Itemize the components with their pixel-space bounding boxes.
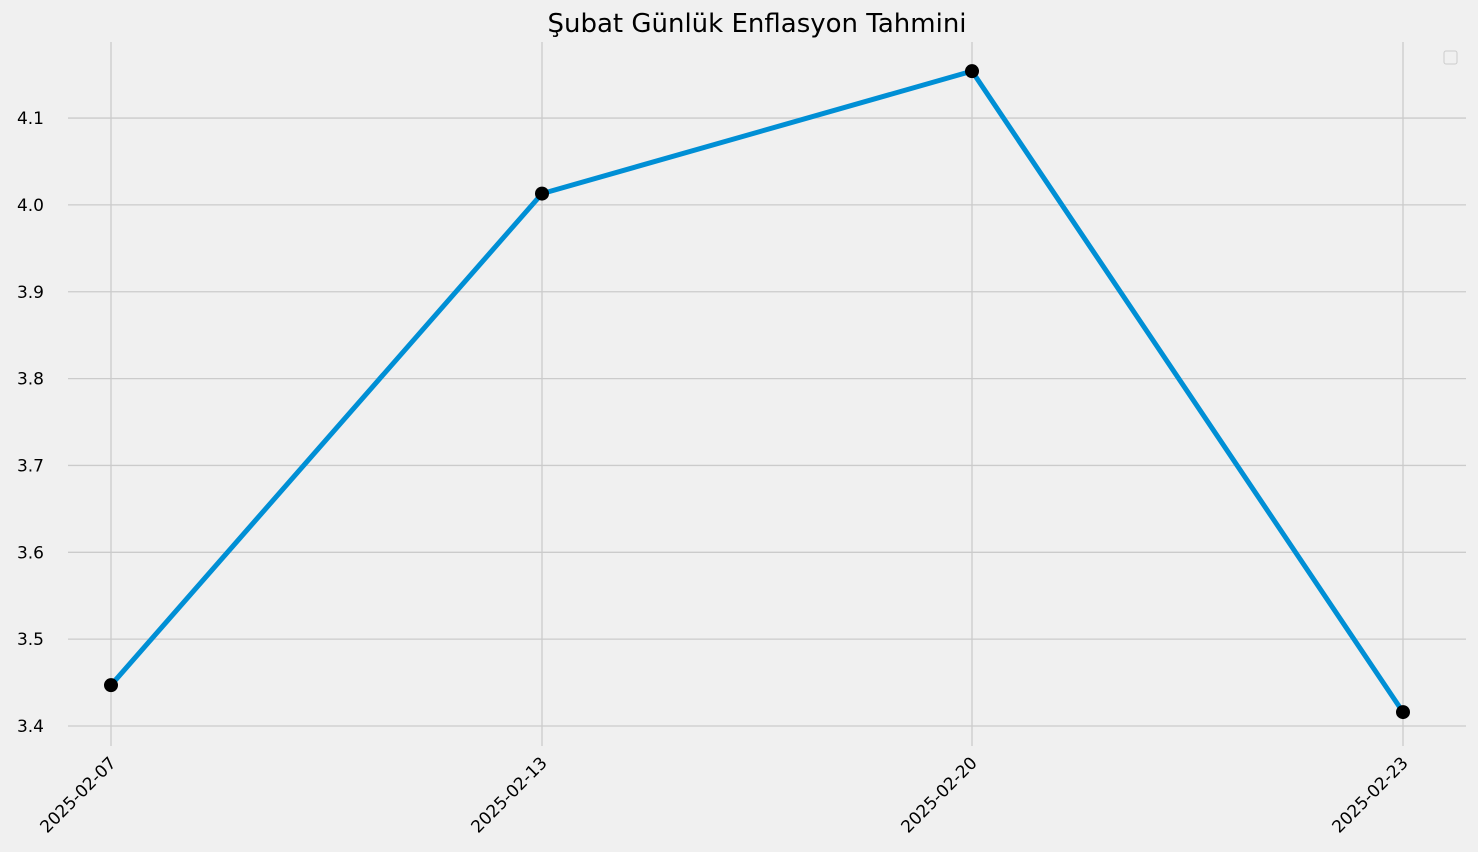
series-line [108,68,1406,715]
y-tick-label: 4.0 [17,196,44,216]
y-tick-label: 3.4 [17,717,44,737]
data-point-marker [535,186,549,201]
data-point-marker [1396,705,1410,720]
chart-title: Şubat Günlük Enflasyon Tahmini [547,9,966,39]
y-tick-label: 4.1 [17,109,44,129]
data-point-marker [965,64,979,79]
marker-layer [104,64,1410,720]
y-axis-ticks: 3.4 3.5 3.6 3.7 3.8 3.9 4.0 4.1 [17,109,44,737]
y-tick-label: 3.5 [17,630,44,650]
series-layer [108,68,1406,715]
y-tick-label: 3.6 [17,543,44,563]
data-point-marker [104,678,118,693]
legend-box [1443,50,1458,65]
y-tick-label: 3.7 [17,456,44,476]
y-tick-label: 3.9 [17,283,44,303]
y-tick-label: 3.8 [17,370,44,390]
